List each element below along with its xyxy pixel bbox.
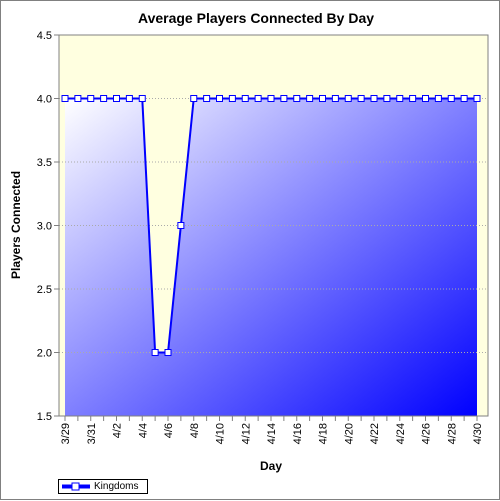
- legend-swatch-kingdoms: [62, 482, 90, 491]
- data-point-kingdoms: [434, 95, 442, 102]
- data-point-kingdoms: [228, 95, 236, 102]
- data-point-kingdoms: [344, 95, 352, 102]
- plot-area: 1.5 2.0 2.5 3.0 3.5 4.0 4.5 3/29 3/31 4/2 4/4 4/6 4/…: [37, 30, 489, 444]
- data-point-kingdoms: [138, 95, 146, 102]
- y-tick-label: 2.5: [37, 284, 52, 296]
- y-axis-label: Players Connected: [9, 171, 23, 279]
- data-point-kingdoms: [100, 95, 108, 102]
- chart-title: Average Players Connected By Day: [138, 10, 374, 26]
- x-tick-label: 4/28: [446, 423, 458, 444]
- x-tick-label: 4/6: [163, 423, 175, 438]
- data-point-kingdoms: [293, 95, 301, 102]
- data-point-kingdoms: [203, 95, 211, 102]
- data-point-kingdoms: [460, 95, 468, 102]
- x-tick-label: 4/14: [266, 423, 278, 444]
- data-point-kingdoms: [370, 95, 378, 102]
- legend-label-kingdoms: Kingdoms: [94, 481, 139, 492]
- series-area-kingdoms: [65, 98, 477, 416]
- x-tick-label: 4/26: [421, 423, 433, 444]
- data-point-kingdoms: [151, 349, 159, 356]
- y-tick-label: 1.5: [37, 411, 52, 423]
- x-tick-label: 3/29: [60, 423, 72, 444]
- data-point-kingdoms: [267, 95, 275, 102]
- data-point-kingdoms: [87, 95, 95, 102]
- data-point-kingdoms: [280, 95, 288, 102]
- data-point-kingdoms: [125, 95, 133, 102]
- x-tick-label: 4/20: [343, 423, 355, 444]
- data-point-kingdoms: [473, 95, 481, 102]
- y-tick-label: 2.0: [37, 348, 52, 360]
- x-tick-label: 4/4: [137, 423, 149, 438]
- y-tick-label: 4.5: [37, 30, 52, 42]
- data-point-kingdoms: [319, 95, 326, 102]
- x-tick-label: 4/18: [318, 423, 330, 444]
- y-tick-label: 3.5: [37, 157, 52, 169]
- data-point-kingdoms: [216, 95, 223, 102]
- x-axis-label: Day: [260, 459, 282, 473]
- data-point-kingdoms: [74, 95, 82, 102]
- data-point-kingdoms: [357, 95, 365, 102]
- x-tick-label: 4/30: [472, 423, 484, 444]
- data-point-kingdoms: [396, 95, 404, 102]
- data-point-kingdoms: [190, 95, 198, 102]
- data-point-kingdoms: [331, 95, 339, 102]
- y-tick-label: 4.0: [37, 94, 52, 106]
- data-point-kingdoms: [177, 222, 185, 229]
- x-tick-label: 4/8: [189, 423, 201, 438]
- data-point-kingdoms: [113, 95, 120, 102]
- data-point-kingdoms: [409, 95, 417, 102]
- x-tick-label: 4/22: [369, 423, 381, 444]
- chart-legend: Kingdoms: [58, 479, 148, 494]
- data-point-kingdoms: [447, 95, 455, 102]
- x-tick-label: 4/2: [112, 423, 124, 438]
- y-tick-label: 3.0: [37, 221, 52, 233]
- x-tick-label: 4/24: [395, 423, 407, 444]
- data-point-kingdoms: [254, 95, 262, 102]
- data-point-kingdoms: [164, 349, 172, 356]
- x-tick-label: 4/10: [215, 423, 227, 444]
- x-tick-label: 3/31: [86, 423, 98, 444]
- data-point-kingdoms: [241, 95, 249, 102]
- data-point-kingdoms: [61, 95, 69, 102]
- data-point-kingdoms: [306, 95, 314, 102]
- data-point-kingdoms: [383, 95, 391, 102]
- x-tick-label: 4/12: [240, 423, 252, 444]
- data-point-kingdoms: [422, 95, 429, 102]
- x-tick-label: 4/16: [292, 423, 304, 444]
